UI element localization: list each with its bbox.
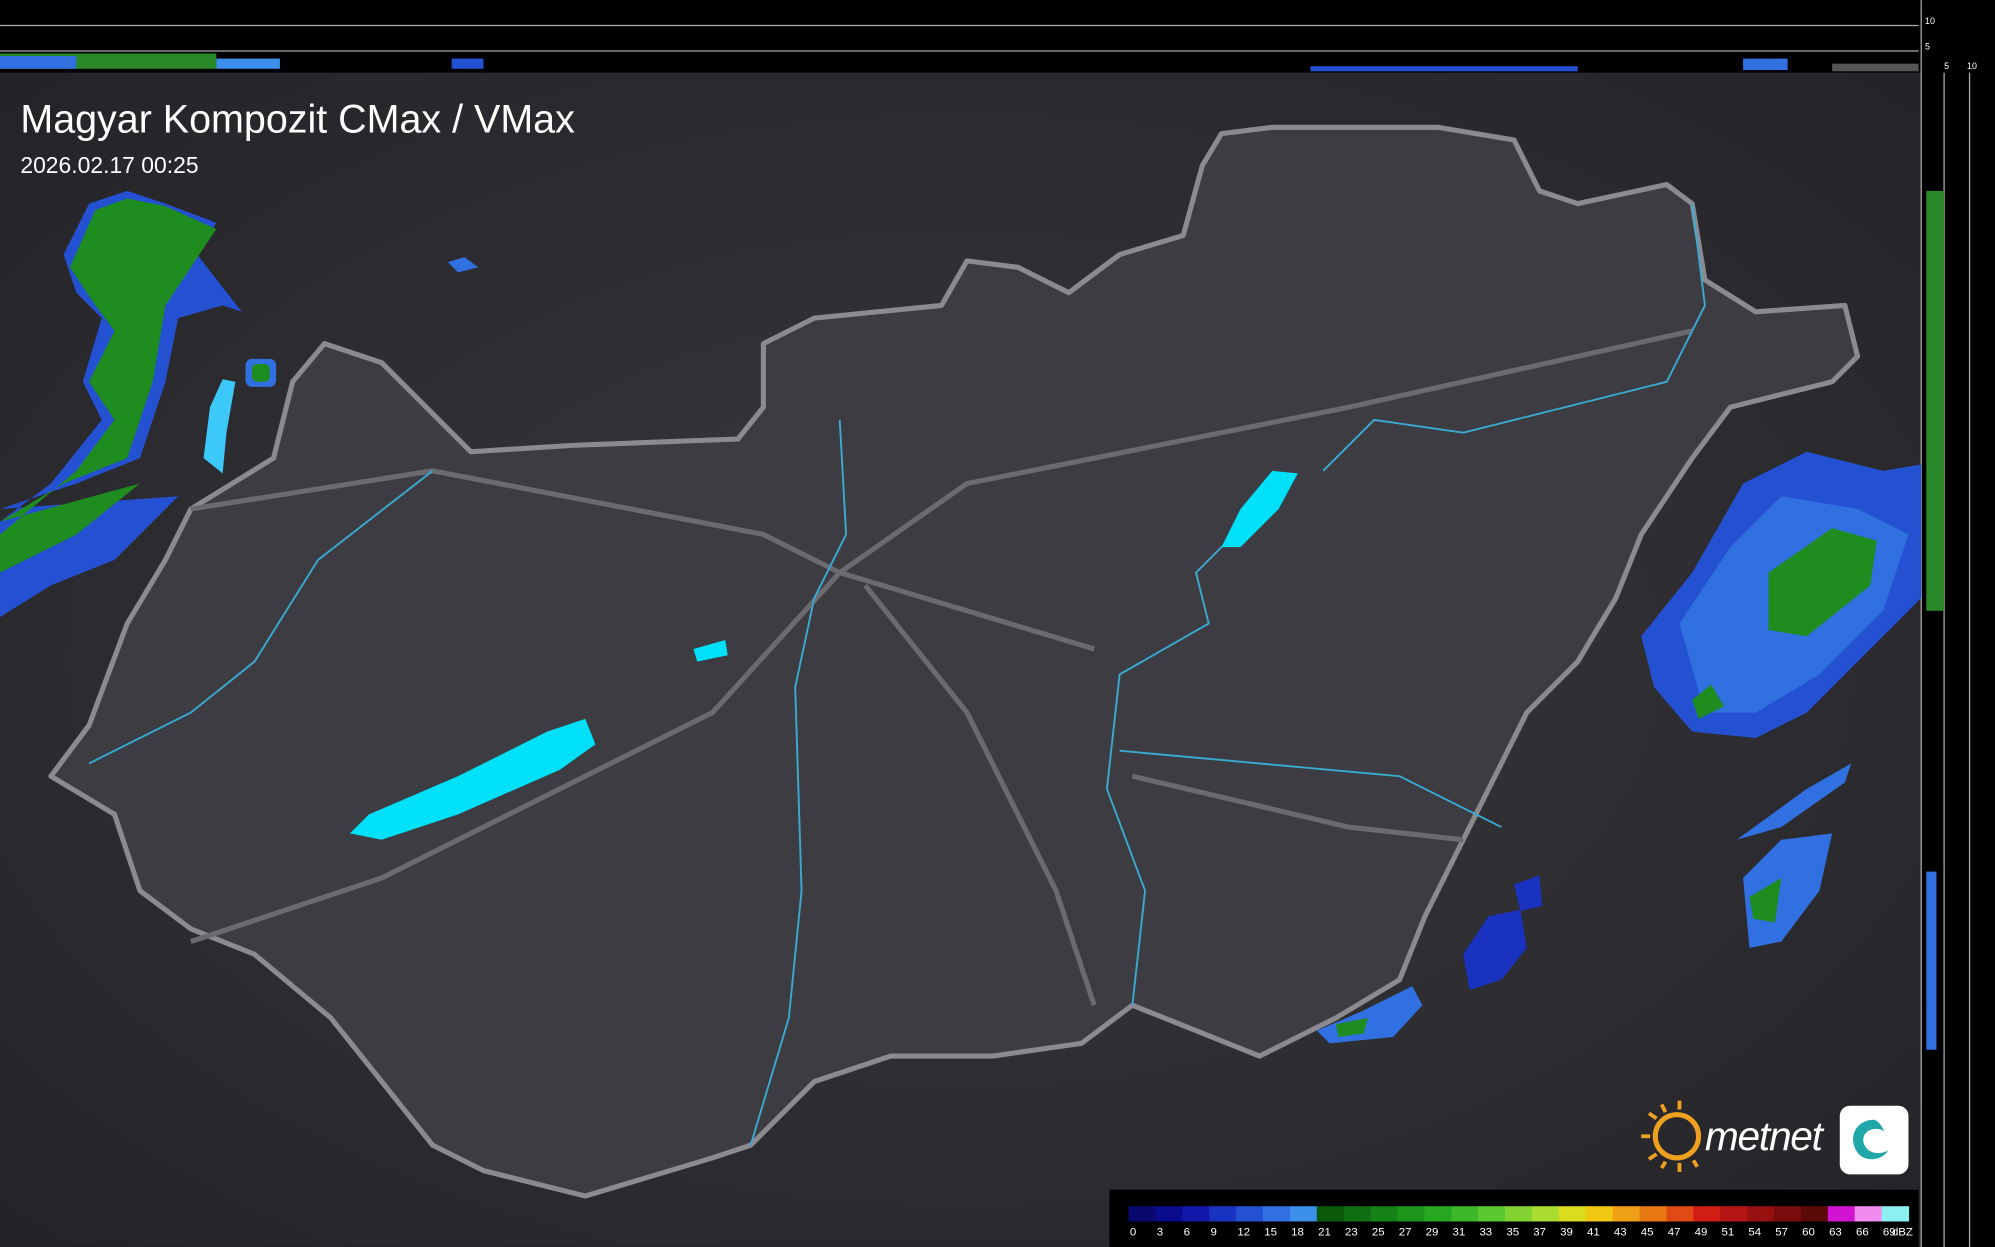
legend-swatch <box>1343 1206 1372 1222</box>
lake <box>349 718 596 840</box>
legend-swatch <box>1397 1206 1426 1222</box>
legend-label: 49 <box>1695 1226 1708 1238</box>
legend-swatch <box>1774 1206 1802 1222</box>
legend-label: 25 <box>1372 1226 1385 1238</box>
profile-echo <box>451 58 484 69</box>
legend-swatch <box>1747 1206 1775 1222</box>
legend-label: 37 <box>1533 1226 1546 1238</box>
legend-label: 23 <box>1345 1226 1358 1238</box>
radar-echo <box>1463 909 1527 990</box>
legend-swatch <box>1720 1206 1748 1222</box>
top-profile <box>0 0 1995 73</box>
legend-label: 15 <box>1264 1226 1277 1238</box>
legend-label: 41 <box>1587 1226 1600 1238</box>
profile-echo <box>1832 63 1919 72</box>
legend-label: 6 <box>1184 1226 1190 1238</box>
legend-label: 43 <box>1614 1226 1627 1238</box>
legend-unit: dBZ <box>1892 1226 1913 1238</box>
legend-swatch <box>1612 1206 1641 1222</box>
legend-label: 63 <box>1829 1226 1842 1238</box>
legend-swatch <box>1263 1206 1291 1222</box>
side-profile <box>1921 0 1995 1247</box>
axis-label: 10 <box>1967 61 1977 71</box>
legend-label: 3 <box>1157 1226 1163 1238</box>
legend-label: 27 <box>1399 1226 1412 1238</box>
legend-label: 47 <box>1668 1226 1681 1238</box>
legend-label: 21 <box>1318 1226 1331 1238</box>
legend-label: 12 <box>1237 1226 1250 1238</box>
map-title: Magyar Kompozit CMax / VMax <box>20 97 575 141</box>
profile-echo <box>1743 58 1788 71</box>
legend-swatch <box>1478 1206 1506 1222</box>
radar-echo <box>1692 684 1724 719</box>
legend-swatch <box>1316 1206 1345 1222</box>
legend-label: 35 <box>1506 1226 1519 1238</box>
legend-swatch <box>1209 1206 1237 1222</box>
rivers <box>88 203 1706 1146</box>
radar-echo <box>0 198 217 573</box>
profile-echo <box>1926 871 1937 1050</box>
legend-swatch <box>1424 1206 1452 1222</box>
legend-swatch <box>1128 1206 1157 1222</box>
legend-label: 51 <box>1721 1226 1734 1238</box>
legend-swatch <box>1531 1206 1560 1222</box>
legend-swatch <box>1800 1206 1829 1222</box>
logo-text: metnet <box>1705 1113 1825 1159</box>
legend-label: 0 <box>1130 1226 1136 1238</box>
legend-label: 9 <box>1211 1226 1217 1238</box>
profile-echo <box>1926 190 1945 611</box>
radar-echo <box>1335 1017 1368 1038</box>
legend-label: 54 <box>1748 1226 1761 1238</box>
legend-label: 18 <box>1291 1226 1304 1238</box>
legend-label: 45 <box>1641 1226 1654 1238</box>
legend-swatch <box>1451 1206 1479 1222</box>
legend-swatch <box>1370 1206 1399 1222</box>
profile-echo <box>1310 66 1578 72</box>
radar-echo <box>1514 875 1543 912</box>
legend-label: 57 <box>1775 1226 1788 1238</box>
axis-label: 5 <box>1944 61 1949 71</box>
legend-swatch <box>1236 1206 1264 1222</box>
legend-swatch <box>1182 1206 1210 1222</box>
timestamp: 2026.02.17 00:25 <box>20 152 198 178</box>
legend-swatch <box>1505 1206 1533 1222</box>
lake <box>693 640 728 662</box>
legend-label: 60 <box>1802 1226 1815 1238</box>
legend-swatch <box>1585 1206 1614 1222</box>
legend-swatch <box>1854 1206 1883 1222</box>
legend-swatch <box>1639 1206 1668 1222</box>
legend-label: 33 <box>1479 1226 1492 1238</box>
legend-swatch <box>1693 1206 1721 1222</box>
axis-label: 10 <box>1925 16 1935 26</box>
logo: metnet <box>1641 1100 1909 1175</box>
lake <box>1221 470 1298 548</box>
legend-label: 29 <box>1426 1226 1439 1238</box>
profile-echo <box>0 56 77 69</box>
legend-swatch <box>1155 1206 1183 1222</box>
legend-swatch <box>1289 1206 1318 1222</box>
legend-label: 66 <box>1856 1226 1869 1238</box>
legend-swatch <box>1666 1206 1694 1222</box>
lake <box>203 379 236 474</box>
axis-label: 5 <box>1925 42 1930 52</box>
radar-echo <box>1768 528 1877 637</box>
radar-echo <box>447 257 479 273</box>
radar-echo <box>1749 877 1782 923</box>
profile-echo <box>216 58 280 69</box>
legend-swatch <box>1827 1206 1856 1222</box>
legend-swatch <box>1558 1206 1587 1222</box>
legend-swatch <box>1881 1206 1910 1222</box>
legend-label: 39 <box>1560 1226 1573 1238</box>
radar-echo <box>251 363 270 382</box>
legend-label: 31 <box>1453 1226 1466 1238</box>
color-legend: 0 3 6 9 12 15 18 21 23 25 27 29 31 33 35 37 39 41 43 45 47 49… <box>1128 1206 1910 1238</box>
legend-label: 69 <box>1883 1226 1896 1238</box>
radar-echo <box>1736 763 1852 840</box>
